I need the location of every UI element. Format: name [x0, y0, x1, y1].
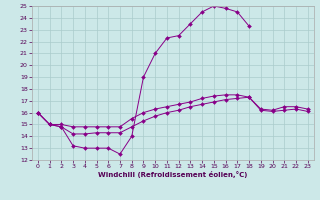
X-axis label: Windchill (Refroidissement éolien,°C): Windchill (Refroidissement éolien,°C): [98, 171, 247, 178]
